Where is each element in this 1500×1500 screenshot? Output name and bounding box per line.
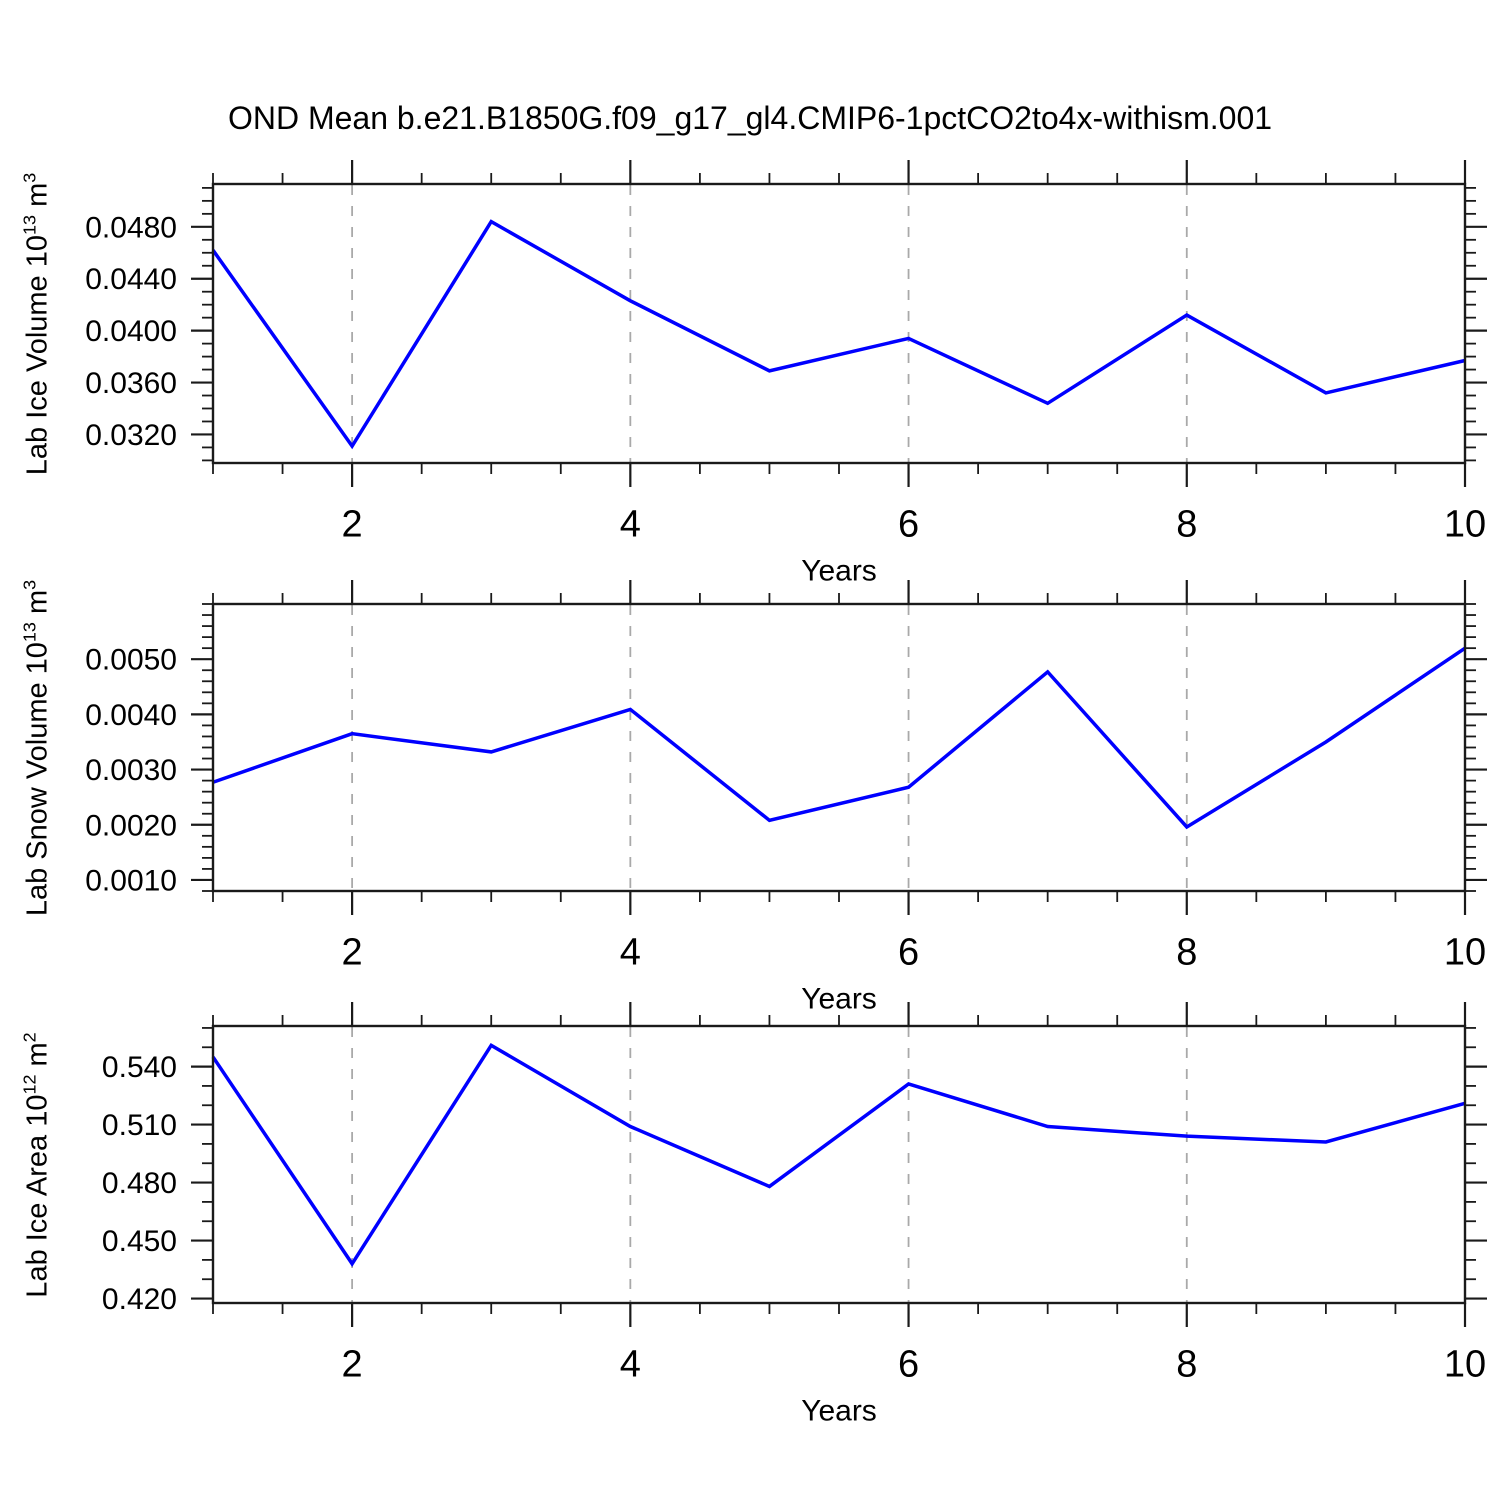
- y-tick-label: 0.510: [102, 1109, 177, 1142]
- y-tick-label: 0.0320: [85, 419, 177, 452]
- data-line: [211, 1042, 1466, 1267]
- y-tick-label: 0.420: [102, 1283, 177, 1316]
- x-tick-label: 2: [342, 931, 363, 973]
- x-tick-label: 6: [898, 503, 919, 545]
- x-tick-label: 8: [1176, 1343, 1197, 1385]
- x-axis-title: Years: [801, 555, 877, 588]
- x-tick-label: 2: [342, 503, 363, 545]
- x-axis-title: Years: [801, 1395, 877, 1428]
- x-tick-label: 8: [1176, 503, 1197, 545]
- chart-title: OND Mean b.e21.B1850G.f09_g17_gl4.CMIP6-…: [227, 100, 1273, 136]
- plot-frame: [211, 1024, 1467, 1305]
- x-tick-label: 6: [898, 931, 919, 973]
- x-tick-label: 10: [1444, 1343, 1486, 1385]
- y-tick-label: 0.0040: [85, 699, 177, 732]
- x-tick-label: 6: [898, 1343, 919, 1385]
- y-tick-label: 0.0030: [85, 754, 177, 787]
- data-line: [211, 219, 1466, 450]
- x-tick-label: 4: [620, 931, 641, 973]
- y-tick-label: 0.0360: [85, 367, 177, 400]
- y-tick-label: 0.0480: [85, 211, 177, 244]
- y-tick-label: 0.0400: [85, 315, 177, 348]
- x-tick-label: 2: [342, 1343, 363, 1385]
- data-line: [212, 646, 1466, 830]
- plot-frame: [211, 182, 1467, 465]
- plot-frame: [211, 602, 1467, 893]
- y-tick-label: 0.450: [102, 1225, 177, 1258]
- y-tick-label: 0.0010: [85, 864, 177, 897]
- y-tick-label: 0.0020: [85, 809, 177, 842]
- y-tick-label: 0.0050: [85, 644, 177, 677]
- x-tick-label: 10: [1444, 503, 1486, 545]
- x-tick-label: 8: [1176, 931, 1197, 973]
- x-tick-label: 4: [620, 503, 641, 545]
- y-tick-label: 0.480: [102, 1167, 177, 1200]
- x-tick-label: 10: [1444, 931, 1486, 973]
- x-tick-label: 4: [620, 1343, 641, 1385]
- x-axis-title: Years: [801, 983, 877, 1016]
- y-tick-label: 0.0440: [85, 263, 177, 296]
- y-tick-label: 0.540: [102, 1051, 177, 1084]
